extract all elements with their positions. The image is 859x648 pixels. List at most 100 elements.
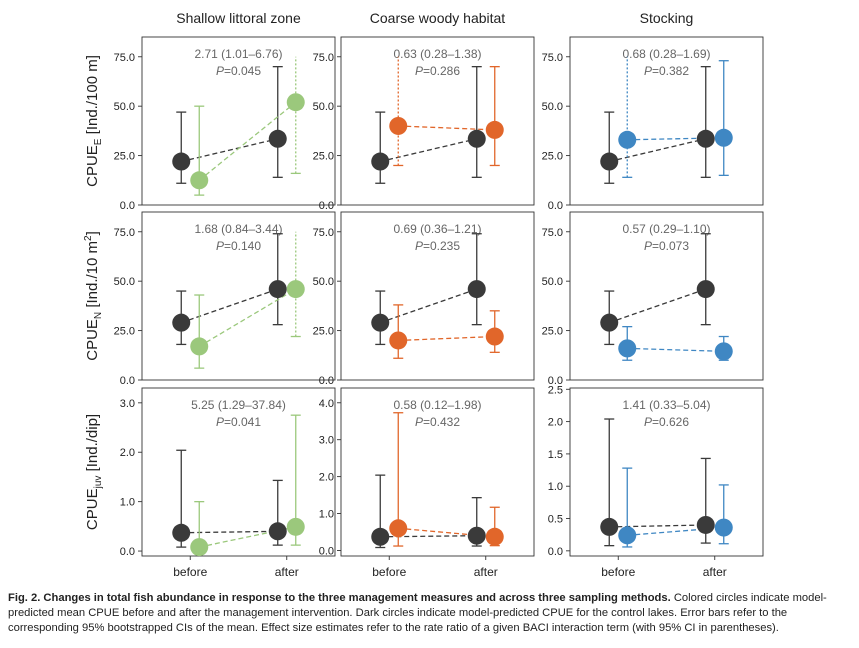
treatment-trend-line	[398, 335, 495, 342]
p-italic: P	[644, 239, 652, 253]
control-before-point	[371, 527, 390, 546]
ylabel-superscript: 2	[83, 235, 94, 241]
treatment-before-point	[190, 337, 209, 356]
p-value: =0.626	[652, 415, 689, 429]
figure-2-chart: Shallow littoral zone Coarse woody habita…	[83, 10, 764, 579]
effect-size-label: 0.58 (0.12–1.98)	[393, 398, 481, 412]
treatment-before-point	[618, 339, 637, 358]
control-after-point	[268, 280, 287, 299]
y-tick-label: 0.0	[548, 546, 563, 558]
p-value: =0.235	[423, 239, 460, 253]
y-tick-label: 0.0	[319, 545, 334, 557]
control-after-point	[268, 129, 287, 148]
treatment-before-point	[618, 130, 637, 149]
control-before-point	[600, 152, 619, 171]
treatment-trend-line	[398, 125, 495, 131]
p-value-label: P=0.041	[216, 415, 261, 429]
p-value-label: P=0.073	[644, 239, 689, 253]
y-tick-label: 0.0	[120, 546, 135, 558]
row-ylabel-1: CPUEN [Ind./10 m2]	[83, 231, 104, 361]
treatment-after-point	[485, 527, 504, 546]
p-italic: P	[415, 415, 423, 429]
control-after-point	[696, 515, 715, 534]
ylabel-subscript: juv	[93, 476, 104, 490]
control-before-point	[600, 517, 619, 536]
y-tick-label: 25.0	[114, 151, 135, 163]
panel-frame	[141, 387, 336, 557]
control-after-point	[467, 526, 486, 545]
column-title-coarse-woody-habitat: Coarse woody habitat	[370, 10, 506, 26]
ylabel-main: CPUE	[84, 488, 101, 530]
effect-size-label: 0.57 (0.29–1.10)	[622, 222, 710, 236]
x-tick-label-after: after	[275, 565, 299, 579]
p-value: =0.432	[423, 415, 460, 429]
p-italic: P	[415, 64, 423, 78]
panel-frame	[340, 36, 535, 206]
control-trend-line	[609, 288, 706, 324]
p-italic: P	[216, 415, 224, 429]
p-value: =0.041	[224, 415, 261, 429]
effect-size-label: 1.68 (0.84–3.44)	[194, 222, 282, 236]
p-value-label: P=0.235	[415, 239, 460, 253]
effect-size-label: 0.63 (0.28–1.38)	[393, 47, 481, 61]
panel-r1-c2: 0.0 25.0 50.0 75.0 0.57 (0.29–1.10) P=0.073	[542, 211, 764, 387]
y-tick-label: 2.0	[120, 447, 135, 459]
p-value-label: P=0.045	[216, 64, 261, 78]
y-tick-label: 25.0	[542, 151, 563, 163]
control-after-point	[467, 129, 486, 148]
ylabel-unit: [Ind./dip]	[84, 414, 101, 476]
control-before-point	[371, 313, 390, 332]
treatment-before-point	[190, 171, 209, 190]
control-trend-line	[380, 288, 477, 324]
ylabel-unit: [Ind./100 m]	[84, 55, 101, 138]
control-after-point	[696, 280, 715, 299]
control-before-point	[371, 152, 390, 171]
panel-r1-c0: 0.0 25.0 50.0 75.0 1.68 (0.84–3.44) P=0.140	[114, 211, 336, 387]
panel-r1-c1: 0.0 25.0 50.0 75.0 0.69 (0.36–1.21) P=0.235	[313, 211, 535, 387]
x-tick-label-after: after	[703, 565, 727, 579]
p-value: =0.140	[224, 239, 261, 253]
panel-frame	[141, 36, 336, 206]
panel-frame	[569, 211, 764, 381]
ylabel-subscript: N	[93, 312, 104, 319]
treatment-after-point	[286, 280, 305, 299]
panel-frame	[340, 211, 535, 381]
x-tick-label-before: before	[173, 565, 207, 579]
p-value-label: P=0.140	[216, 239, 261, 253]
y-tick-label: 50.0	[114, 276, 135, 288]
y-tick-label: 25.0	[114, 326, 135, 338]
y-tick-label: 0.0	[319, 375, 334, 387]
y-tick-label: 75.0	[114, 227, 135, 239]
p-value: =0.382	[652, 64, 689, 78]
p-value-label: P=0.432	[415, 415, 460, 429]
p-value-label: P=0.286	[415, 64, 460, 78]
ylabel-subscript: E	[93, 138, 104, 145]
y-tick-label: 75.0	[313, 227, 334, 239]
control-after-point	[696, 129, 715, 148]
panel-r0-c2: 0.0 25.0 50.0 75.0 0.68 (0.28–1.69) P=0.382	[542, 36, 764, 212]
treatment-after-point	[485, 120, 504, 139]
caption-text: Colored circles indicate model-predicted…	[8, 592, 827, 634]
panel-frame	[141, 211, 336, 381]
y-tick-label: 4.0	[319, 398, 334, 410]
treatment-after-point	[714, 128, 733, 147]
treatment-before-point	[190, 538, 209, 557]
p-value: =0.073	[652, 239, 689, 253]
ylabel-unit: [Ind./10 m	[84, 241, 101, 312]
y-tick-label: 3.0	[120, 398, 135, 410]
y-tick-label: 75.0	[542, 227, 563, 239]
y-tick-label: 0.0	[548, 375, 563, 387]
y-tick-label: 1.5	[548, 449, 563, 461]
y-tick-label: 0.0	[319, 200, 334, 212]
x-tick-label-before: before	[372, 565, 406, 579]
column-title-shallow-littoral-zone: Shallow littoral zone	[176, 10, 301, 26]
treatment-before-point	[618, 526, 637, 545]
y-tick-label: 50.0	[542, 101, 563, 113]
column-title-stocking: Stocking	[640, 10, 694, 26]
ylabel-main: CPUE	[84, 145, 101, 187]
p-italic: P	[216, 239, 224, 253]
control-trend-line	[181, 138, 278, 163]
y-tick-label: 3.0	[319, 435, 334, 447]
x-tick-label-before: before	[601, 565, 635, 579]
y-tick-label: 2.0	[548, 417, 563, 429]
